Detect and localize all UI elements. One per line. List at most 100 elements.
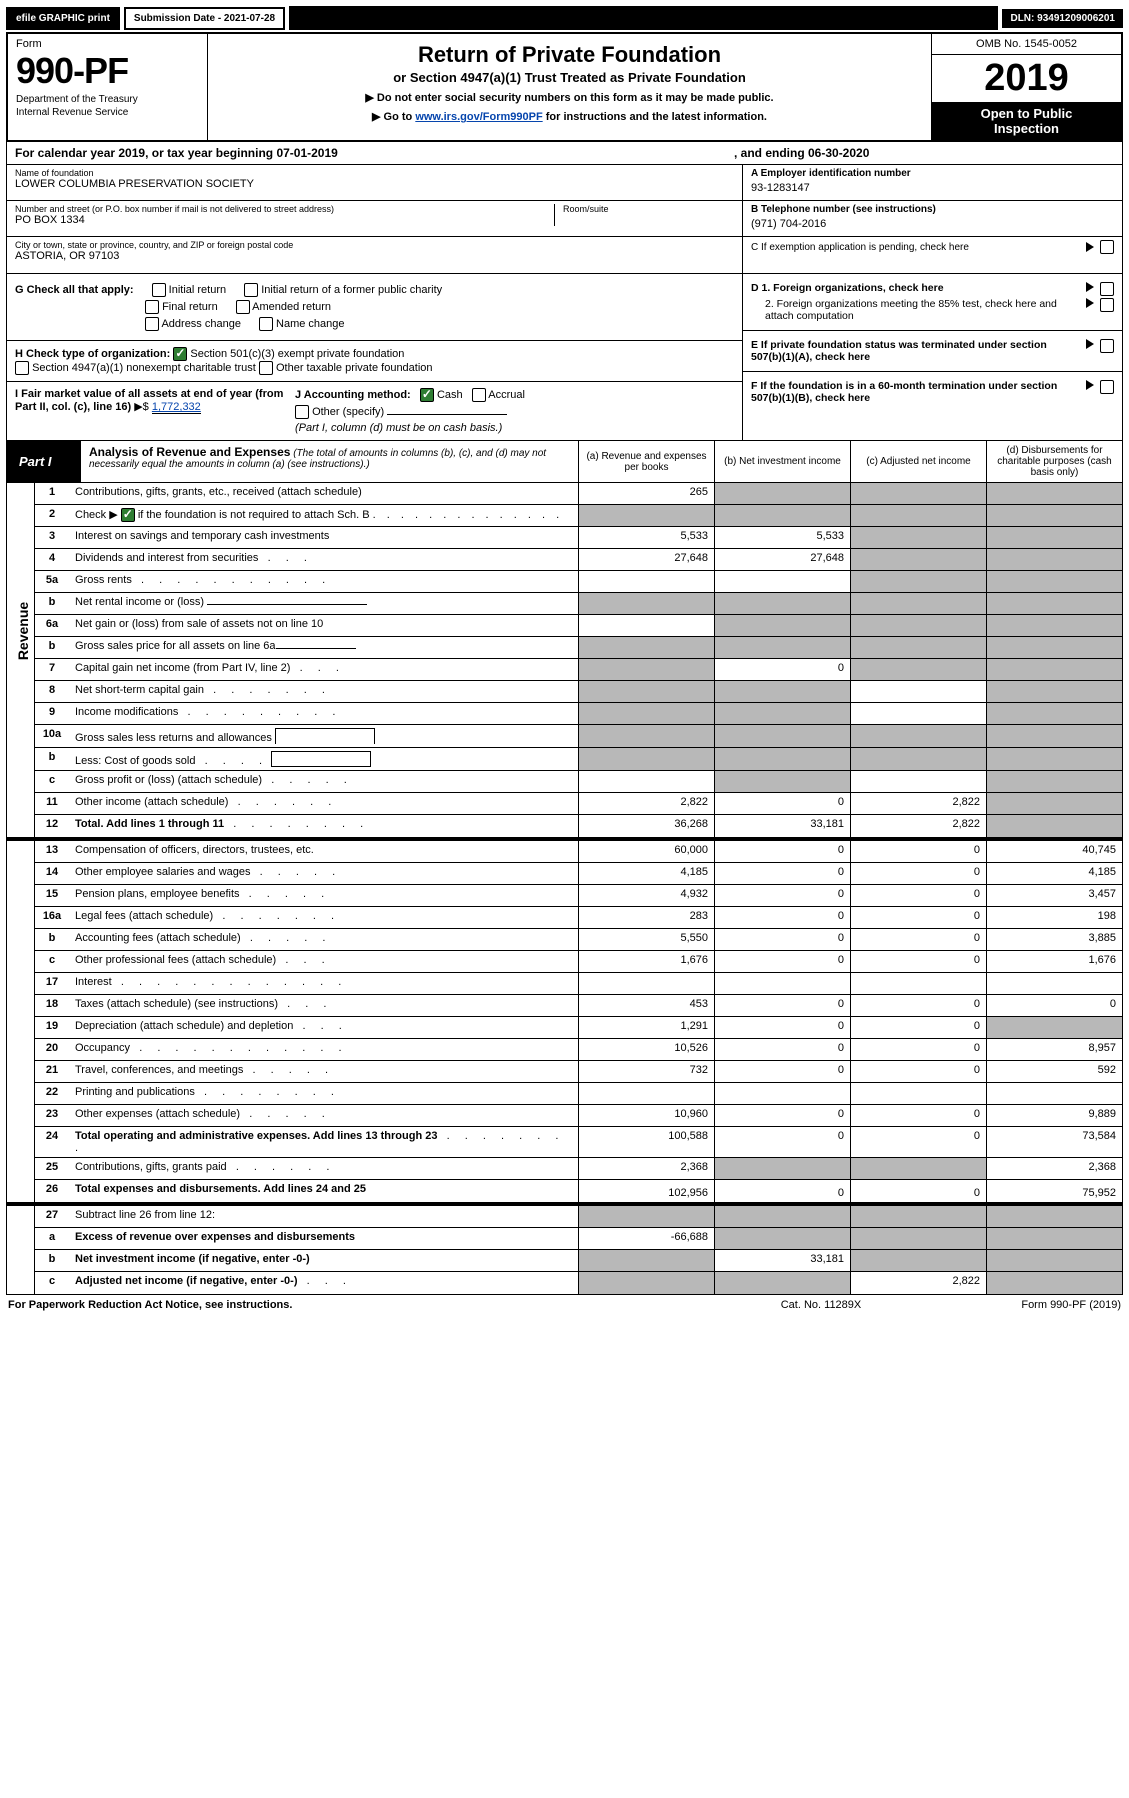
row-num: c — [35, 771, 69, 792]
row-num: b — [35, 1250, 69, 1271]
g-amended: Amended return — [252, 301, 331, 313]
efile-print-button[interactable]: efile GRAPHIC print — [6, 7, 120, 30]
cell-grey — [578, 637, 714, 658]
f-checkbox[interactable] — [1100, 380, 1114, 394]
row-num: 8 — [35, 681, 69, 702]
row-num: 2 — [35, 505, 69, 526]
row-desc: Net investment income (if negative, ente… — [69, 1250, 578, 1271]
header-left: Form 990-PF Department of the Treasury I… — [8, 34, 208, 140]
g-initial-former-checkbox[interactable] — [244, 283, 258, 297]
j-other-checkbox[interactable] — [295, 405, 309, 419]
cell-grey — [714, 681, 850, 702]
cell-grey — [714, 593, 850, 614]
cell: 0 — [850, 1061, 986, 1082]
schb-checkbox[interactable] — [121, 508, 135, 522]
address-label: Number and street (or P.O. box number if… — [15, 204, 546, 214]
city-value: ASTORIA, OR 97103 — [15, 250, 734, 262]
form-label: Form — [16, 38, 199, 50]
note-ssn: ▶ Do not enter social security numbers o… — [218, 91, 921, 104]
exemption-checkbox[interactable] — [1100, 240, 1114, 254]
cell: 2,368 — [986, 1158, 1122, 1179]
row-desc: Depreciation (attach schedule) and deple… — [69, 1017, 578, 1038]
cell: 0 — [850, 1127, 986, 1157]
i-value-link[interactable]: 1,772,332 — [152, 401, 201, 414]
cell: 0 — [714, 793, 850, 814]
g-amended-checkbox[interactable] — [236, 300, 250, 314]
cell-grey — [714, 1158, 850, 1179]
tax-year-begin: For calendar year 2019, or tax year begi… — [15, 146, 734, 160]
row-desc: Interest on savings and temporary cash i… — [69, 527, 578, 548]
cell-grey — [714, 771, 850, 792]
revenue-table: Revenue 1Contributions, gifts, grants, e… — [6, 483, 1123, 838]
cell: 73,584 — [986, 1127, 1122, 1157]
row-num: b — [35, 748, 69, 770]
header-right: OMB No. 1545-0052 2019 Open to Public In… — [931, 34, 1121, 140]
cell-grey — [986, 549, 1122, 570]
city-label: City or town, state or province, country… — [15, 240, 734, 250]
cell: 0 — [850, 1105, 986, 1126]
footer-right: Form 990-PF (2019) — [921, 1299, 1121, 1311]
irs-label: Internal Revenue Service — [16, 107, 199, 118]
revenue-side: Revenue — [7, 483, 35, 837]
cell-grey — [986, 1250, 1122, 1271]
h-501-checkbox[interactable] — [173, 347, 187, 361]
cell: 2,368 — [578, 1158, 714, 1179]
cell-grey — [986, 815, 1122, 837]
cell — [714, 1083, 850, 1104]
e-checkbox[interactable] — [1100, 339, 1114, 353]
row-desc: Total operating and administrative expen… — [69, 1127, 578, 1157]
row-desc: Capital gain net income (from Part IV, l… — [69, 659, 578, 680]
expenses-side: Operating and Administrative Expenses — [7, 841, 35, 1202]
row-num: 27 — [35, 1206, 69, 1227]
d2-checkbox[interactable] — [1100, 298, 1114, 312]
row-desc: Income modifications . . . . . . . . . — [69, 703, 578, 724]
h-label: H Check type of organization: — [15, 348, 170, 360]
cell-grey — [714, 637, 850, 658]
row-num: 9 — [35, 703, 69, 724]
cell-grey — [986, 527, 1122, 548]
row-num: 16a — [35, 907, 69, 928]
row-num: b — [35, 593, 69, 614]
row-desc: Subtract line 26 from line 12: — [69, 1206, 578, 1227]
g-initial-checkbox[interactable] — [152, 283, 166, 297]
row-num: 15 — [35, 885, 69, 906]
e-text: E If private foundation status was termi… — [751, 339, 1080, 363]
cell: 453 — [578, 995, 714, 1016]
cell-grey — [986, 703, 1122, 724]
row-desc: Contributions, gifts, grants, etc., rece… — [69, 483, 578, 504]
exemption-label: C If exemption application is pending, c… — [751, 242, 1080, 253]
cell: 2,822 — [850, 1272, 986, 1294]
cell-grey — [850, 571, 986, 592]
g-addr-change: Address change — [161, 318, 241, 330]
cell-grey — [986, 681, 1122, 702]
footer-left: For Paperwork Reduction Act Notice, see … — [8, 1299, 721, 1311]
d1-checkbox[interactable] — [1100, 282, 1114, 296]
j-cash-checkbox[interactable] — [420, 388, 434, 402]
cell-grey — [986, 637, 1122, 658]
city-row: City or town, state or province, country… — [7, 237, 742, 273]
cell-grey — [578, 505, 714, 526]
h-501: Section 501(c)(3) exempt private foundat… — [190, 348, 404, 360]
cell-grey — [578, 725, 714, 747]
cell-grey — [714, 703, 850, 724]
cell-grey — [714, 1228, 850, 1249]
irs-link[interactable]: www.irs.gov/Form990PF — [415, 111, 542, 123]
name-address-block: Name of foundation LOWER COLUMBIA PRESER… — [6, 165, 1123, 274]
h-other-checkbox[interactable] — [259, 361, 273, 375]
j-other: Other (specify) — [312, 406, 384, 418]
g-addr-change-checkbox[interactable] — [145, 317, 159, 331]
h-4947-checkbox[interactable] — [15, 361, 29, 375]
g-name-change-checkbox[interactable] — [259, 317, 273, 331]
arrow-icon — [1086, 298, 1094, 308]
cell: 0 — [714, 841, 850, 862]
cell: 5,533 — [578, 527, 714, 548]
expenses-table: Operating and Administrative Expenses 13… — [6, 841, 1123, 1203]
cell-grey — [986, 615, 1122, 636]
g-final-checkbox[interactable] — [145, 300, 159, 314]
row-num: c — [35, 1272, 69, 1294]
cell: 0 — [714, 995, 850, 1016]
j-accrual-checkbox[interactable] — [472, 388, 486, 402]
d-section: D 1. Foreign organizations, check here 2… — [743, 274, 1122, 331]
cell: 1,676 — [986, 951, 1122, 972]
cell-grey — [850, 637, 986, 658]
